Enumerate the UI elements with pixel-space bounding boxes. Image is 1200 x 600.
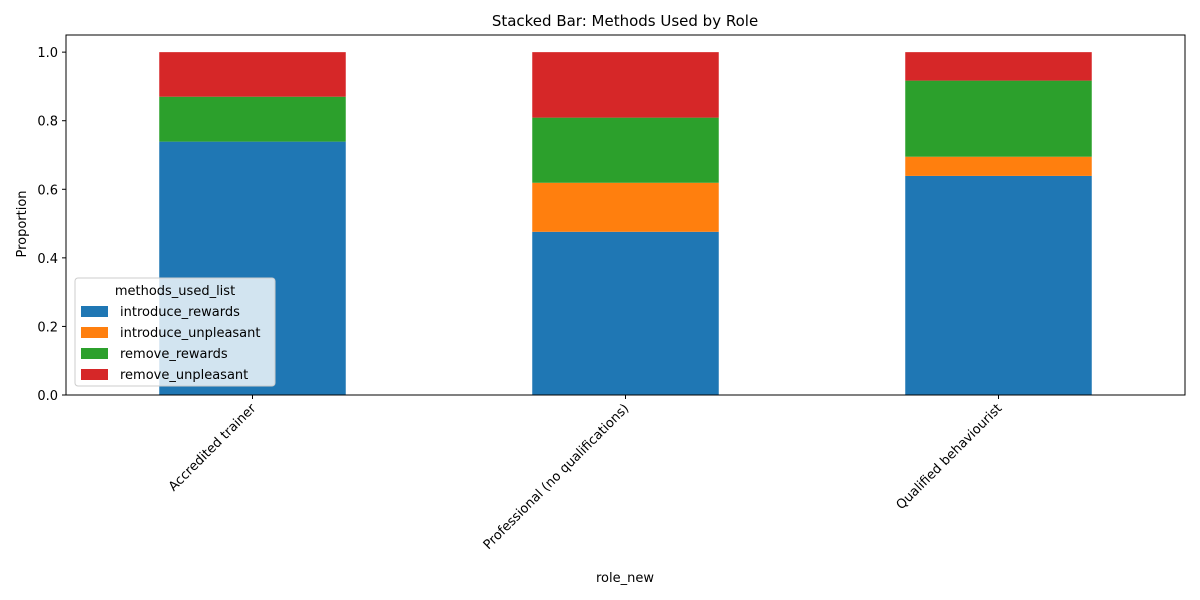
legend-label-introduce_unpleasant: introduce_unpleasant xyxy=(120,326,260,341)
y-axis-label: Proportion xyxy=(15,190,30,257)
x-axis: Accredited trainer Professional (no quali… xyxy=(166,395,1005,553)
legend-label-remove_unpleasant: remove_unpleasant xyxy=(120,368,248,383)
y-tick-label: 0.0 xyxy=(37,389,58,404)
legend-swatch-remove_rewards xyxy=(81,348,108,359)
x-axis-label: role_new xyxy=(596,571,654,586)
bar-introduce_rewards-2 xyxy=(905,175,1092,395)
y-tick-label: 0.4 xyxy=(37,252,58,267)
bar-remove_rewards-0 xyxy=(159,96,346,142)
legend-label-remove_rewards: remove_rewards xyxy=(120,347,228,362)
legend-swatch-introduce_rewards xyxy=(81,306,108,317)
bar-remove_unpleasant-2 xyxy=(905,52,1092,81)
legend-swatch-introduce_unpleasant xyxy=(81,327,108,338)
legend: methods_used_list introduce_rewardsintrod… xyxy=(74,277,276,387)
legend-title: methods_used_list xyxy=(115,284,235,299)
y-tick-label: 0.6 xyxy=(37,183,58,198)
y-axis: 0.0 0.2 0.4 0.6 0.8 1.0 xyxy=(37,46,66,404)
bar-introduce_rewards-1 xyxy=(532,231,719,395)
legend-swatch-remove_unpleasant xyxy=(81,369,108,380)
chart-title: Stacked Bar: Methods Used by Role xyxy=(492,12,758,30)
y-tick-label: 0.8 xyxy=(37,115,58,130)
bar-introduce_unpleasant-1 xyxy=(532,182,719,232)
legend-box xyxy=(74,277,276,387)
bar-remove_unpleasant-1 xyxy=(532,52,719,118)
y-tick-label: 1.0 xyxy=(37,46,58,61)
plot-area xyxy=(65,34,1186,396)
x-tick-label: Professional (no qualifications) xyxy=(481,401,633,553)
x-tick-label: Qualified behaviourist xyxy=(894,401,1006,513)
bar-introduce_unpleasant-2 xyxy=(905,156,1092,176)
bar-remove_unpleasant-0 xyxy=(159,52,346,97)
bar-remove_rewards-1 xyxy=(532,117,719,183)
legend-label-introduce_rewards: introduce_rewards xyxy=(120,305,240,320)
bar-remove_rewards-2 xyxy=(905,80,1092,157)
y-tick-label: 0.2 xyxy=(37,320,58,335)
x-tick-label: Accredited trainer xyxy=(166,401,260,495)
